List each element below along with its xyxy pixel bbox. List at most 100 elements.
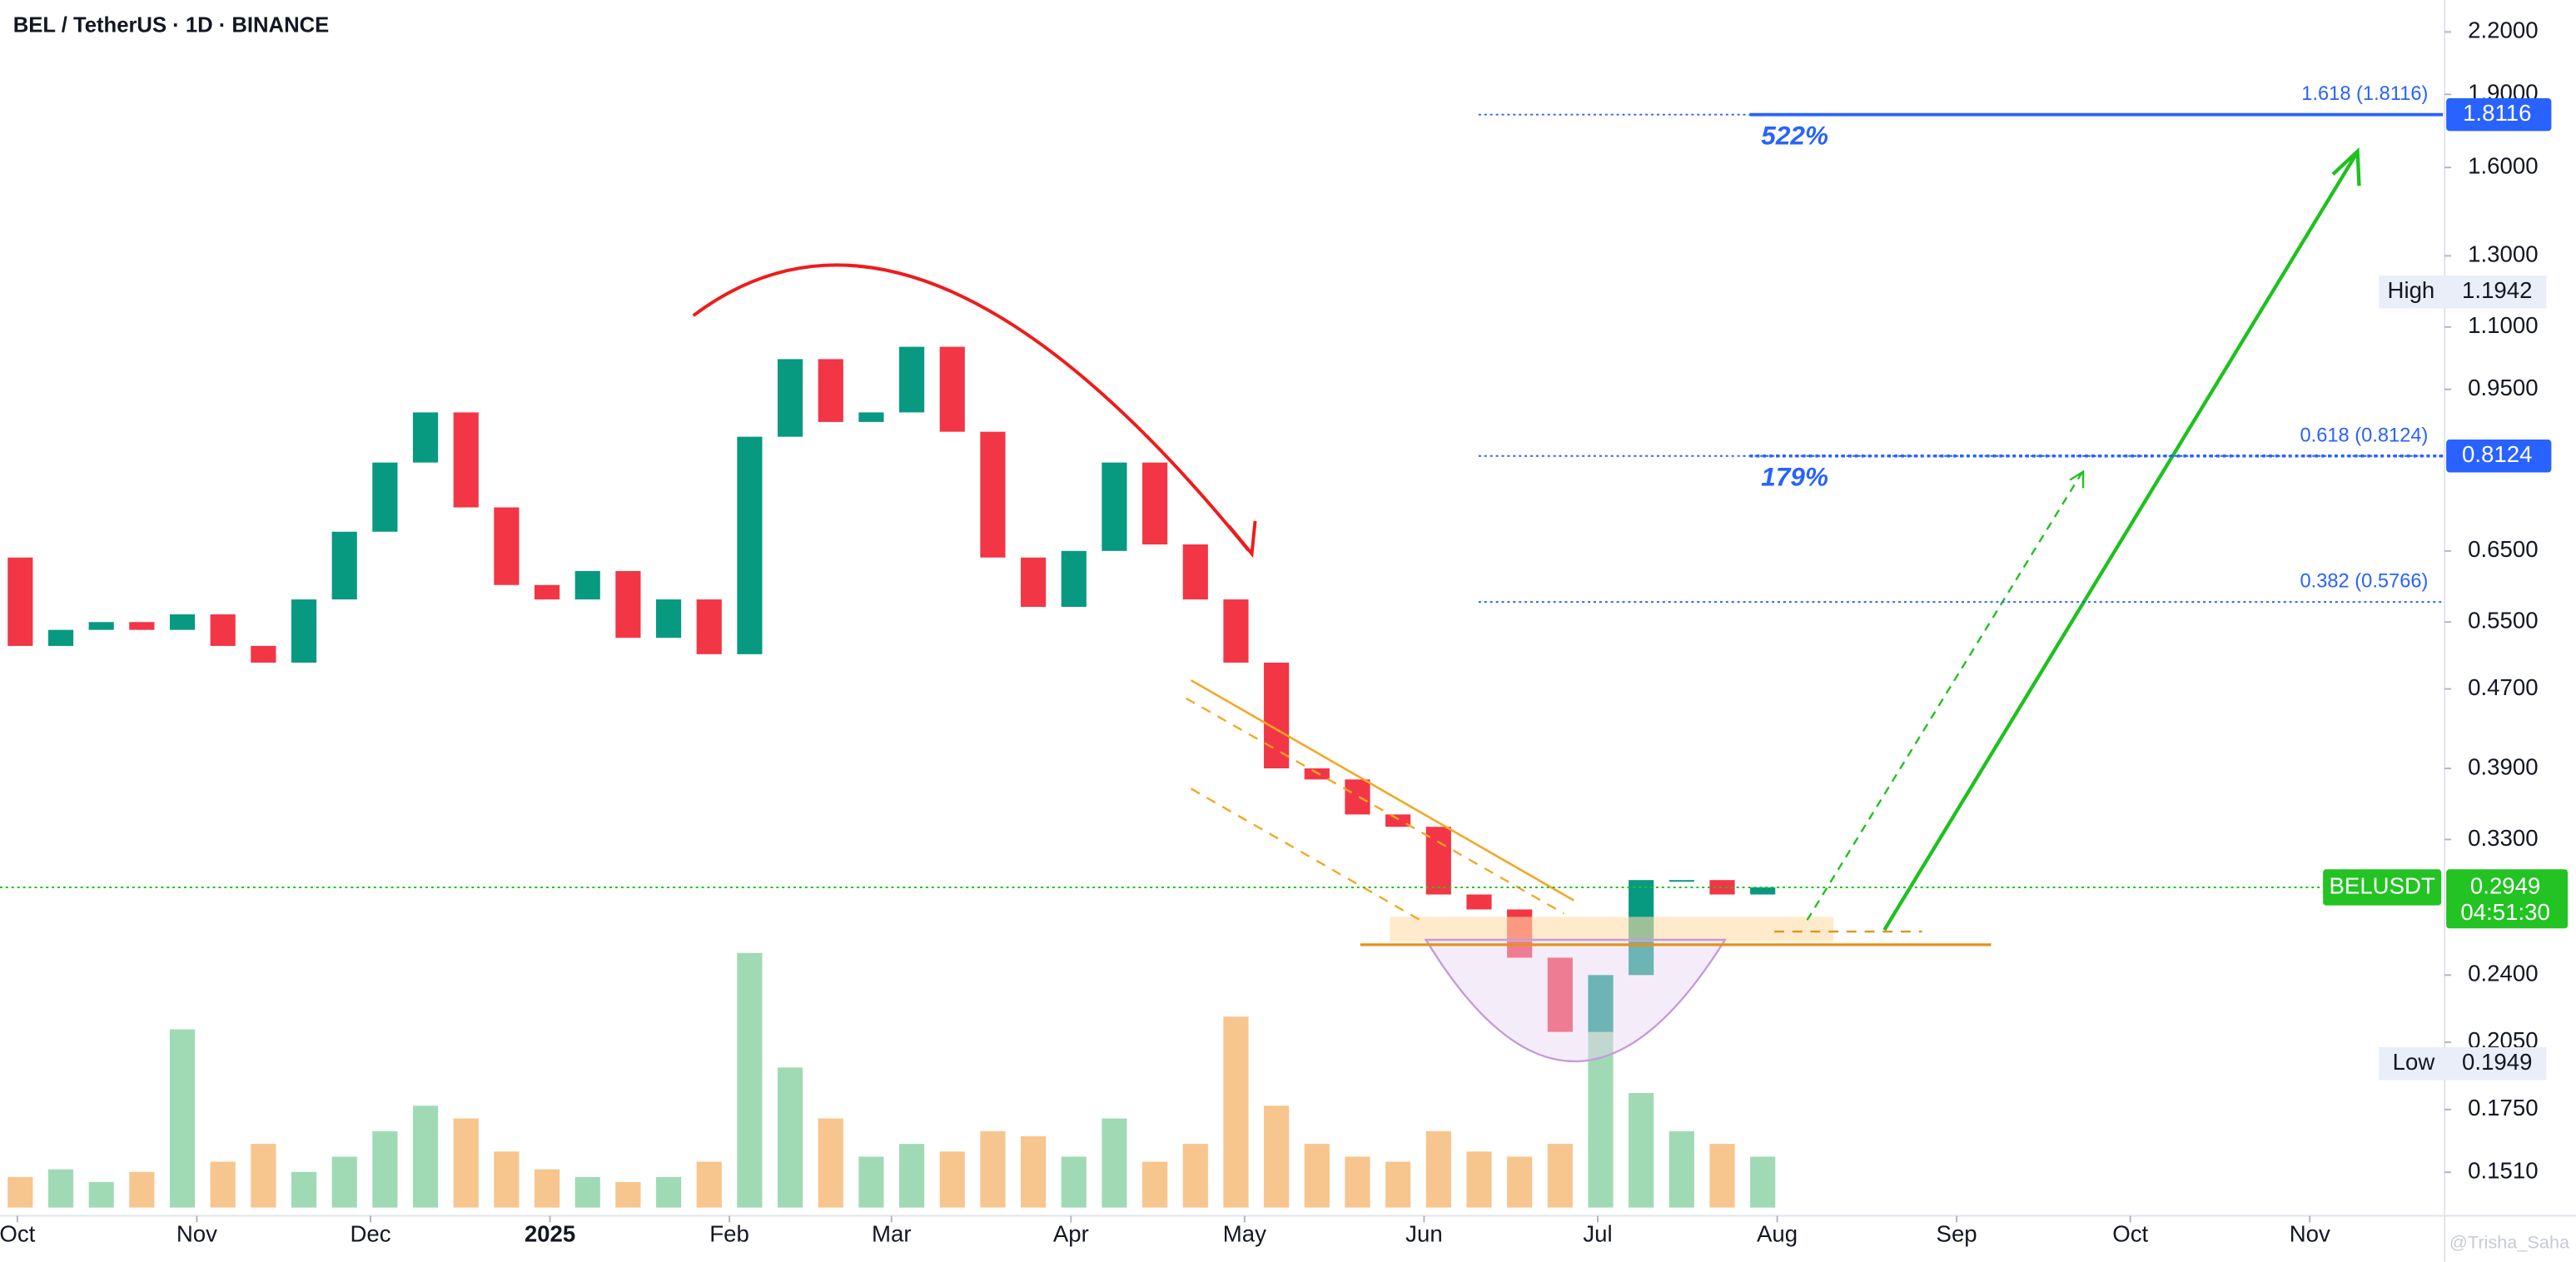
- low-label: Low: [2393, 1049, 2435, 1075]
- candle-body: [1588, 975, 1614, 1032]
- volume-bar: [615, 1182, 641, 1208]
- candle-body: [291, 599, 317, 663]
- candle-body: [1425, 827, 1451, 895]
- volume-bar: [169, 1029, 196, 1208]
- arrow-head: [2331, 147, 2361, 186]
- volume-bar: [777, 1067, 803, 1208]
- y-tick-label: 0.6500: [2468, 536, 2538, 562]
- volume-bar: [129, 1171, 155, 1208]
- candle-body: [88, 622, 114, 630]
- x-tick-label: 2025: [525, 1220, 575, 1246]
- y-tick-label: 1.3000: [2468, 241, 2538, 267]
- candle-body: [129, 622, 155, 630]
- high-tag-bg: [2379, 276, 2547, 309]
- x-tick-label: Nov: [2290, 1220, 2330, 1246]
- y-tick-label: 0.2400: [2468, 961, 2538, 986]
- x-tick-label: Dec: [350, 1220, 390, 1246]
- trend-line: [1190, 679, 1574, 902]
- volume-bar: [251, 1144, 276, 1208]
- volume-bar: [1264, 1105, 1290, 1208]
- volume-bar: [494, 1151, 520, 1208]
- candle-body: [7, 557, 33, 646]
- volume-bar: [372, 1130, 398, 1208]
- candle-body: [818, 359, 843, 422]
- gain-label: 522%: [1761, 121, 1828, 151]
- candle-body: [615, 570, 641, 638]
- price-tag-label: 1.8116: [2463, 100, 2531, 126]
- cup-shape: [1424, 938, 1728, 1062]
- y-tick-label: 0.4700: [2468, 674, 2538, 700]
- volume-bar: [696, 1161, 722, 1208]
- candle-body: [453, 412, 479, 508]
- support-zone: [1390, 917, 1834, 942]
- candle-body: [1142, 462, 1168, 545]
- volume-bar: [1021, 1135, 1047, 1208]
- volume-bar: [88, 1182, 114, 1208]
- high-label: High: [2388, 277, 2435, 303]
- plot: [7, 346, 1776, 1208]
- volume-bar: [939, 1151, 965, 1208]
- candle-body: [737, 436, 763, 654]
- y-tick-label: 1.1000: [2468, 312, 2538, 338]
- high-value: 1.1942: [2462, 277, 2532, 303]
- volume-bar: [291, 1171, 317, 1208]
- trend-line: [1186, 697, 1565, 915]
- candle-body: [1668, 880, 1694, 882]
- price-tag: [2446, 869, 2569, 929]
- target-arrow: [1806, 472, 2083, 921]
- y-tick-label: 1.6000: [2468, 152, 2538, 178]
- y-tick-label: 0.3900: [2468, 753, 2538, 779]
- candle-body: [1345, 779, 1370, 815]
- volume-bar: [1547, 1144, 1573, 1208]
- target-arrow: [1882, 153, 2358, 932]
- low-value: 0.1949: [2462, 1049, 2532, 1075]
- volume-bar: [574, 1176, 600, 1208]
- volume-bar: [1709, 1144, 1735, 1208]
- y-tick-label: 0.9500: [2468, 375, 2538, 400]
- candle-body: [1264, 662, 1290, 769]
- candle-body: [574, 570, 600, 600]
- x-tick-label: Mar: [872, 1220, 912, 1246]
- candle-body: [1102, 462, 1127, 551]
- fib-label: 1.618 (1.8116): [2301, 83, 2428, 105]
- candle-body: [251, 645, 276, 663]
- x-tick-label: Apr: [1053, 1220, 1089, 1246]
- x-tick-label: Nov: [177, 1220, 217, 1246]
- candle-body: [980, 431, 1006, 558]
- volume-bar: [1750, 1156, 1776, 1208]
- price-tag-label: 0.2949: [2470, 872, 2540, 898]
- volume-bar: [1425, 1130, 1451, 1208]
- candle-body: [1385, 814, 1411, 827]
- volume-bar: [1182, 1144, 1208, 1208]
- fib-label: 0.618 (0.8124): [2300, 425, 2429, 446]
- x-tick-label: Feb: [709, 1220, 749, 1246]
- y-tick-label: 0.3300: [2468, 825, 2538, 851]
- candle-body: [1750, 887, 1776, 895]
- drawings: [692, 147, 2361, 1062]
- y-tick-label: 0.1750: [2468, 1095, 2538, 1120]
- candle-body: [858, 412, 884, 422]
- trend-line: [1190, 788, 1427, 925]
- watermark: @Trisha_Saha: [2449, 1232, 2570, 1253]
- candle-body: [1021, 557, 1047, 607]
- price-tag: [2446, 440, 2552, 473]
- volume-bar: [1385, 1161, 1411, 1208]
- candle-body: [1223, 599, 1249, 663]
- candle-body: [1061, 550, 1087, 607]
- candle-body: [210, 614, 236, 646]
- volume-bar: [412, 1105, 439, 1208]
- countdown: 04:51:30: [2460, 899, 2549, 925]
- candle-body: [169, 614, 196, 630]
- candle-body: [372, 462, 398, 532]
- candle-body: [1182, 544, 1208, 600]
- chart-title: BEL / TetherUS · 1D · BINANCE: [13, 14, 329, 37]
- volume-bar: [858, 1156, 884, 1208]
- x-tick-label: Jun: [1405, 1220, 1443, 1246]
- candle-body: [494, 507, 520, 585]
- volume-bar: [331, 1156, 357, 1208]
- volume-bar: [1102, 1118, 1127, 1208]
- price-tag-label: 0.8124: [2462, 441, 2532, 467]
- y-tick-label: 0.5500: [2468, 608, 2538, 633]
- volume-bar: [1668, 1130, 1694, 1208]
